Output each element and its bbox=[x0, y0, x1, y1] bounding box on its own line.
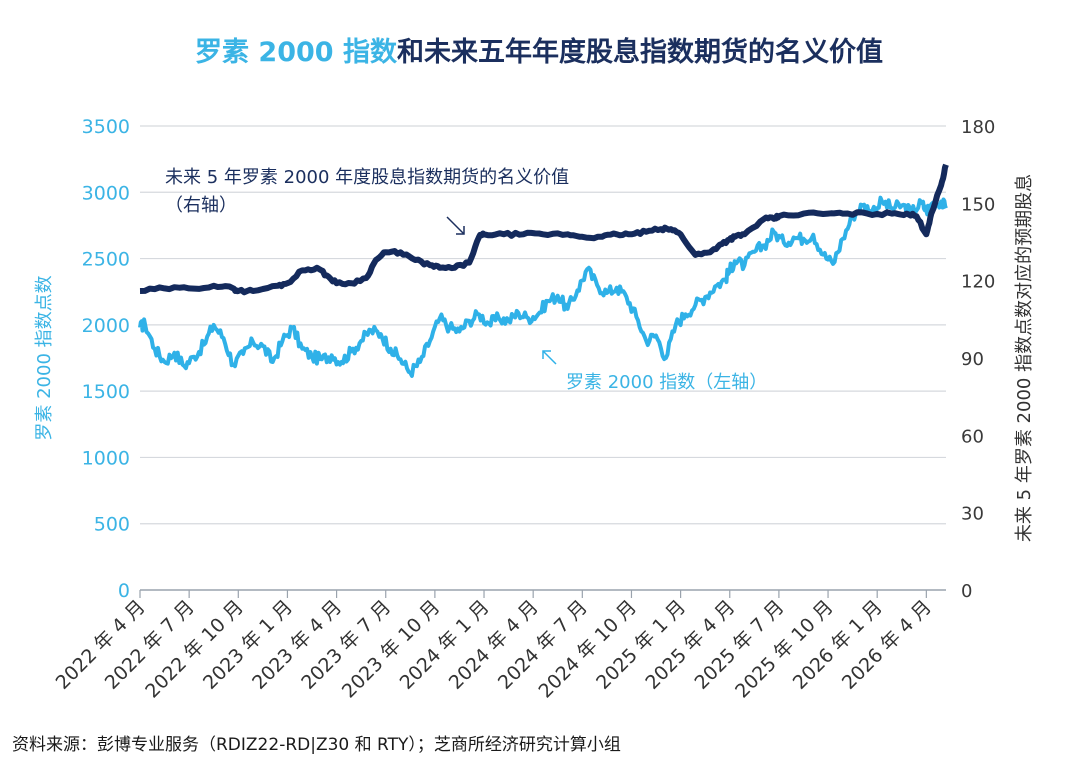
title-highlight: 罗素 2000 指数 bbox=[195, 37, 397, 68]
y-left-tick-label: 1500 bbox=[82, 381, 130, 403]
y-right-tick-label: 150 bbox=[961, 194, 995, 215]
y-right-tick-label: 30 bbox=[961, 504, 984, 525]
annotation-dividend-line2: （右轴） bbox=[165, 195, 237, 216]
y-right-tick-label: 180 bbox=[961, 117, 995, 138]
annotation-arrow-dividend bbox=[446, 216, 465, 235]
y-right-tick-label: 120 bbox=[961, 272, 995, 293]
y-left-tick-label: 1000 bbox=[82, 447, 130, 469]
y-right-tick-label: 90 bbox=[961, 349, 984, 370]
y-left-tick-label: 3500 bbox=[82, 116, 130, 138]
y-left-tick-label: 3000 bbox=[82, 182, 130, 204]
title-rest: 和未来五年年度股息指数期货的名义价值 bbox=[396, 37, 883, 68]
y-axis-right: 0 30 60 90 120 150 180 bbox=[961, 117, 995, 602]
y-left-tick-label: 2500 bbox=[82, 249, 130, 271]
annotation-arrow-russell bbox=[542, 350, 557, 365]
source-note: 资料来源：彭博专业服务（RDIZ22-RD|Z30 和 RTY）；芝商所经济研究… bbox=[12, 735, 621, 755]
annotation-arrowhead-russell bbox=[542, 350, 551, 359]
y-right-tick-label: 60 bbox=[961, 426, 984, 447]
annotation-russell: 罗素 2000 指数（左轴） bbox=[566, 372, 767, 393]
y-axis-left-label: 罗素 2000 指数点数 bbox=[34, 275, 55, 440]
y-left-tick-label: 500 bbox=[94, 514, 130, 536]
annotation-dividend-line1: 未来 5 年罗素 2000 年度股息指数期货的名义价值 bbox=[165, 167, 569, 188]
y-axis-right-label: 未来 5 年罗素 2000 指数点数对应的预期股息 bbox=[1014, 174, 1035, 542]
series-line-dividend-futures bbox=[139, 163, 949, 296]
chart-title: 罗素 2000 指数和未来五年年度股息指数期货的名义价值 bbox=[0, 30, 1078, 69]
annotation-arrowhead-dividend bbox=[456, 226, 465, 235]
series-line-russell-2000 bbox=[138, 195, 948, 378]
y-right-tick-label: 0 bbox=[961, 581, 972, 602]
y-axis-left: 0 500 1000 1500 2000 2500 3000 3500 bbox=[82, 116, 130, 602]
gridlines bbox=[140, 125, 946, 525]
y-left-tick-label: 2000 bbox=[82, 315, 130, 337]
y-left-tick-label: 0 bbox=[118, 580, 130, 602]
